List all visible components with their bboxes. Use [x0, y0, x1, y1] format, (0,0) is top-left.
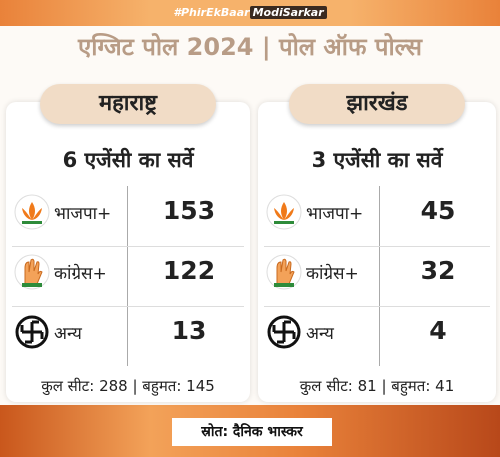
- seats: 32: [420, 256, 456, 285]
- hashtag: #PhirEkBaar ModiSarkar: [0, 6, 500, 19]
- icon: [15, 315, 49, 349]
- party-icon: [14, 314, 50, 350]
- state-card: [258, 102, 496, 402]
- divider: [127, 186, 128, 366]
- icon: [266, 254, 302, 290]
- party-icon: [266, 254, 302, 290]
- state-card: [6, 102, 250, 402]
- row-separator: [264, 246, 490, 247]
- icon: [14, 194, 50, 230]
- party-name: अन्य: [54, 324, 82, 344]
- seats: 122: [162, 256, 216, 285]
- survey-label: 6 एजेंसी का सर्वे: [62, 148, 194, 172]
- state-footer: कुल सीट: 81 | बहुमत: 41: [299, 377, 455, 395]
- hashtag-highlight: ModiSarkar: [249, 6, 327, 19]
- seats: 153: [162, 196, 216, 225]
- hashtag-prefix: #PhirEkBaar: [173, 6, 250, 19]
- party-icon: [14, 194, 50, 230]
- party-name: भाजपा+: [306, 204, 364, 224]
- state-name: महाराष्ट्र: [40, 84, 216, 124]
- party-name: कांग्रेस+: [54, 264, 107, 284]
- title: एग्जिट पोल 2024 | पोल ऑफ पोल्स: [77, 33, 423, 61]
- party-icon: [266, 194, 302, 230]
- icon: [267, 315, 301, 349]
- row-separator: [12, 306, 244, 307]
- party-name: भाजपा+: [54, 204, 112, 224]
- party-name: अन्य: [306, 324, 334, 344]
- row-separator: [12, 246, 244, 247]
- seats: 13: [171, 316, 207, 345]
- icon: [266, 194, 302, 230]
- seats: 45: [420, 196, 456, 225]
- state-footer: कुल सीट: 288 | बहुमत: 145: [41, 377, 215, 395]
- state-name: झारखंड: [289, 84, 465, 124]
- party-name: कांग्रेस+: [306, 264, 359, 284]
- survey-label: 3 एजेंसी का सर्वे: [311, 148, 443, 172]
- party-icon: [266, 314, 302, 350]
- seats: 4: [429, 316, 447, 345]
- icon: [14, 254, 50, 290]
- divider: [379, 186, 380, 366]
- source: स्रोत: दैनिक भास्कर: [172, 418, 332, 446]
- party-icon: [14, 254, 50, 290]
- row-separator: [264, 306, 490, 307]
